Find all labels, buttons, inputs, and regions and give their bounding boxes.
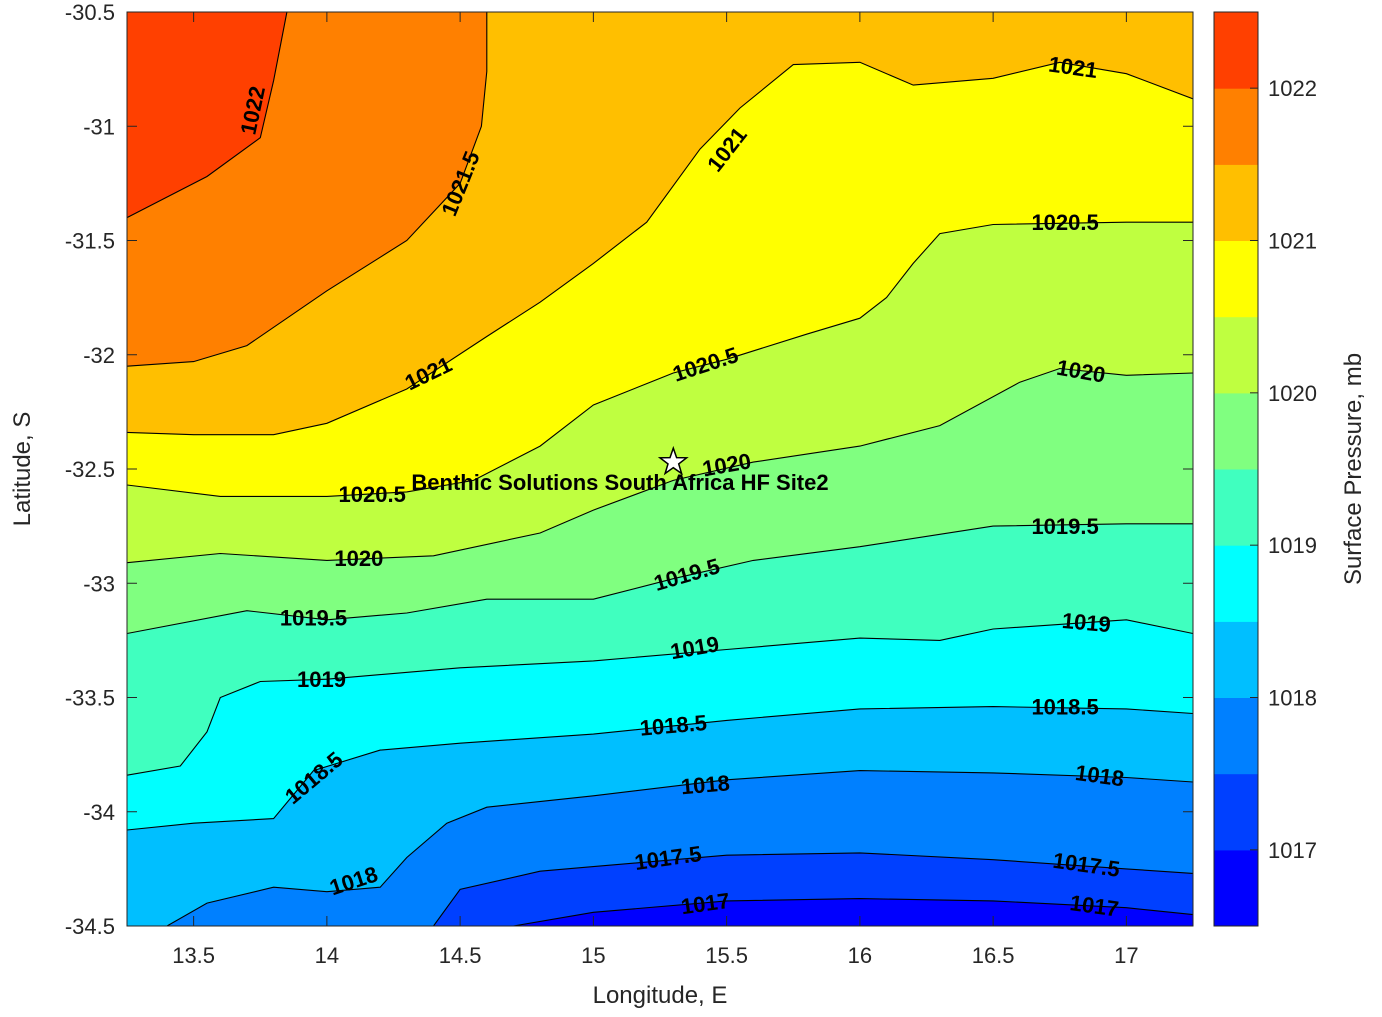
contour-line-1018 [166, 770, 1193, 926]
colorbar-segment [1214, 697, 1258, 775]
colorbar-segment [1214, 392, 1258, 470]
band-below-1017 [513, 898, 1193, 926]
contour-label: 1020.5 [339, 482, 406, 507]
contour-line-1020.5 [127, 221, 1193, 497]
colorbar-frame [1213, 11, 1259, 927]
site-marker-group: Benthic Solutions South Africa HF Site2 [411, 445, 829, 495]
contour-line-1021.5 [127, 12, 488, 367]
contour-lines [127, 12, 1193, 926]
colorbar-tick-label: 1021 [1268, 229, 1317, 254]
colorbar-segment [1214, 164, 1258, 241]
y-axis: -30.5 -31 -31.5 -32 -32.5 -33 -33.5 -34 -34.5 [65, 0, 1193, 939]
contour-label: 1020.5 [1031, 210, 1098, 235]
colorbar-tick-label: 1019 [1268, 533, 1317, 558]
contour-label: 1020 [334, 546, 383, 571]
colorbar-segment [1214, 469, 1258, 546]
colorbar-segment [1214, 12, 1258, 89]
site-star-marker [657, 445, 689, 476]
x-axis-label: Longitude, E [593, 982, 728, 1009]
x-tick-label: 14.5 [439, 943, 482, 968]
contour-label: 1019.5 [280, 606, 347, 631]
colorbar: 1017 1018 1019 1020 1021 1022 [1213, 11, 1317, 927]
x-tick-label: 14 [315, 943, 339, 968]
band-1022-1022.5 [127, 12, 287, 218]
contour-label: 1019.5 [1031, 514, 1098, 539]
contour-fills [127, 12, 1193, 926]
x-axis: 13.5 14 14.5 15 15.5 16 16.5 17 [172, 12, 1139, 968]
y-tick-label: -33.5 [65, 686, 115, 711]
y-tick-label: -34.5 [65, 914, 115, 939]
site-label: Benthic Solutions South Africa HF Site2 [411, 470, 828, 495]
contour-label: 1018.5 [1031, 695, 1098, 720]
contour-label: 1018 [680, 770, 731, 799]
y-tick-label: -34 [83, 800, 115, 825]
y-tick-label: -33 [83, 571, 115, 596]
colorbar-segment [1214, 545, 1258, 622]
colorbar-segment [1214, 240, 1258, 318]
colorbar-tick-label: 1017 [1268, 838, 1317, 863]
colorbar-segment [1214, 88, 1258, 165]
colorbar-segment [1214, 773, 1258, 851]
y-tick-label: -31.5 [65, 229, 115, 254]
contour-line-1017.5 [433, 852, 1193, 926]
colorbar-tick-label: 1018 [1268, 686, 1317, 711]
contour-line-1020 [127, 367, 1193, 564]
x-tick-label: 13.5 [172, 943, 215, 968]
colorbar-segment [1214, 621, 1258, 698]
y-tick-label: -32 [83, 343, 115, 368]
contour-label: 1019 [297, 667, 346, 692]
y-tick-label: -32.5 [65, 457, 115, 482]
colorbar-tick-label: 1022 [1268, 76, 1317, 101]
contour-line-1017 [513, 898, 1193, 926]
x-tick-label: 16 [848, 943, 872, 968]
colorbar-tick-label: 1020 [1268, 381, 1317, 406]
colorbar-label: Surface Pressure, mb [1340, 353, 1367, 585]
contour-line-1019 [127, 619, 1193, 776]
colorbar-segment [1214, 849, 1258, 927]
y-tick-label: -31 [83, 114, 115, 139]
x-tick-label: 16.5 [972, 943, 1015, 968]
contour-line-1022 [127, 12, 288, 219]
contour-line-1018.5 [127, 706, 1193, 831]
contour-label: 1018.5 [639, 710, 708, 741]
contour-label: 1019 [1061, 608, 1112, 637]
x-tick-label: 17 [1114, 943, 1138, 968]
y-axis-label: Latitude, S [9, 412, 36, 527]
x-tick-label: 15 [581, 943, 605, 968]
contour-line-1021 [127, 61, 1193, 436]
contour-line-1019.5 [127, 523, 1193, 635]
y-tick-label: -30.5 [65, 0, 115, 25]
x-tick-label: 15.5 [705, 943, 748, 968]
colorbar-segment [1214, 316, 1258, 394]
